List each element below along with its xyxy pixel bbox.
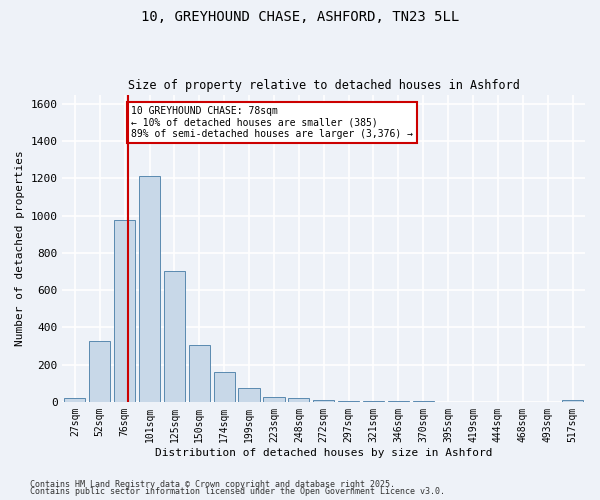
Text: Contains HM Land Registry data © Crown copyright and database right 2025.: Contains HM Land Registry data © Crown c… [30,480,395,489]
Bar [114,220,135,402]
Bar [214,372,235,402]
Title: Size of property relative to detached houses in Ashford: Size of property relative to detached ho… [128,79,520,92]
Bar [313,400,334,402]
Bar [189,345,210,402]
Bar [288,398,310,402]
Bar [338,401,359,402]
Bar [64,398,85,402]
Bar [263,396,284,402]
Bar [89,342,110,402]
Text: 10, GREYHOUND CHASE, ASHFORD, TN23 5LL: 10, GREYHOUND CHASE, ASHFORD, TN23 5LL [141,10,459,24]
Bar [164,272,185,402]
Bar [238,388,260,402]
Y-axis label: Number of detached properties: Number of detached properties [15,150,25,346]
X-axis label: Distribution of detached houses by size in Ashford: Distribution of detached houses by size … [155,448,493,458]
Text: 10 GREYHOUND CHASE: 78sqm
← 10% of detached houses are smaller (385)
89% of semi: 10 GREYHOUND CHASE: 78sqm ← 10% of detac… [131,106,413,139]
Text: Contains public sector information licensed under the Open Government Licence v3: Contains public sector information licen… [30,488,445,496]
Bar [139,176,160,402]
Bar [562,400,583,402]
Bar [363,401,384,402]
